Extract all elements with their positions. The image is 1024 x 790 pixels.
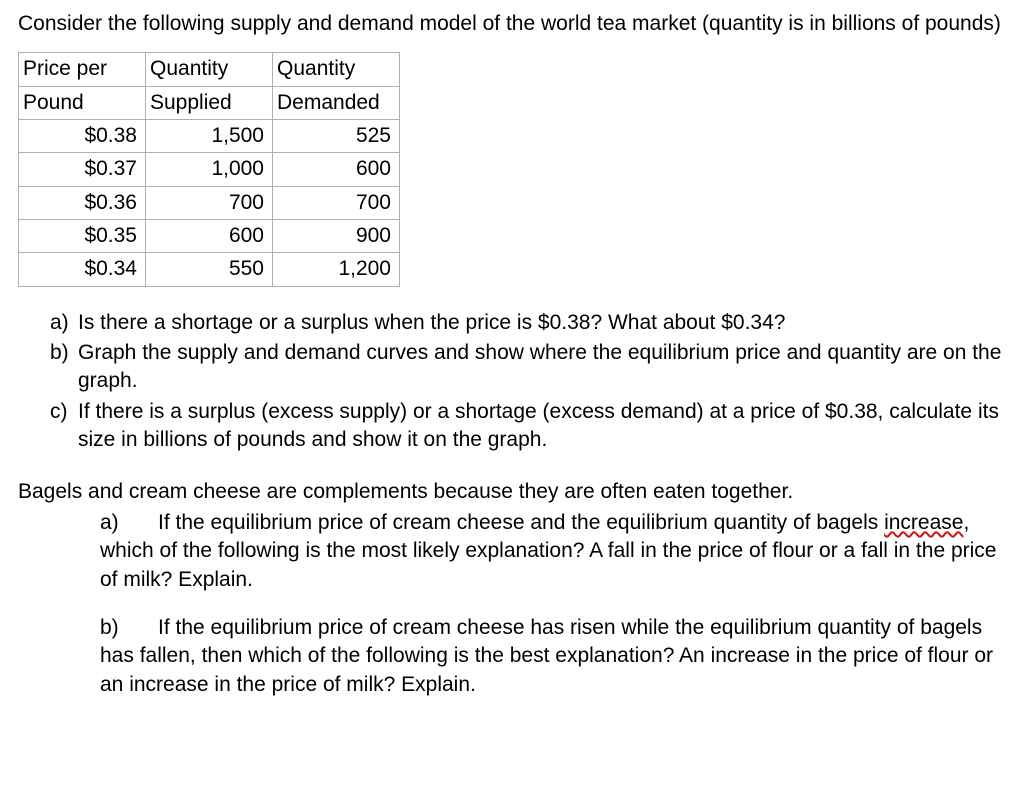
table-row: $0.34 550 1,200 — [19, 253, 400, 286]
cell-price: $0.38 — [19, 120, 146, 153]
cell-qd: 900 — [273, 220, 400, 253]
table-row: $0.37 1,000 600 — [19, 153, 400, 186]
question-1a-text: Is there a shortage or a surplus when th… — [78, 311, 785, 334]
question-1c: c)If there is a surplus (excess supply) … — [78, 398, 1006, 457]
header-price-l2: Pound — [19, 86, 146, 119]
question-1c-text: If there is a surplus (excess supply) or… — [78, 400, 999, 451]
header-qd-l2: Demanded — [273, 86, 400, 119]
cell-qd: 700 — [273, 186, 400, 219]
question-1b: b)Graph the supply and demand curves and… — [78, 339, 1006, 398]
cell-qs: 600 — [146, 220, 273, 253]
table-header-row-1: Price per Quantity Quantity — [19, 53, 400, 86]
marker-a: a) — [100, 509, 158, 537]
cell-qd: 1,200 — [273, 253, 400, 286]
question-2a-pre: If the equilibrium price of cream cheese… — [158, 511, 884, 534]
header-qs-l1: Quantity — [146, 53, 273, 86]
header-price-l1: Price per — [19, 53, 146, 86]
table-row: $0.38 1,500 525 — [19, 120, 400, 153]
question-2-intro: Bagels and cream cheese are complements … — [18, 478, 1006, 506]
question-2a: a)If the equilibrium price of cream chee… — [18, 509, 1006, 594]
cell-price: $0.34 — [19, 253, 146, 286]
question-1a: a)Is there a shortage or a surplus when … — [78, 309, 1006, 339]
question-2b-text: If the equilibrium price of cream cheese… — [100, 616, 993, 696]
header-qs-l2: Supplied — [146, 86, 273, 119]
intro-text: Consider the following supply and demand… — [18, 10, 1006, 38]
cell-qd: 600 — [273, 153, 400, 186]
supply-demand-table: Price per Quantity Quantity Pound Suppli… — [18, 52, 400, 286]
marker-b: b) — [50, 339, 78, 367]
marker-c: c) — [50, 398, 78, 426]
table-header-row-2: Pound Supplied Demanded — [19, 86, 400, 119]
cell-qs: 1,000 — [146, 153, 273, 186]
cell-qs: 1,500 — [146, 120, 273, 153]
cell-qd: 525 — [273, 120, 400, 153]
question-2a-wavy: increase — [884, 511, 963, 534]
cell-price: $0.37 — [19, 153, 146, 186]
marker-a: a) — [50, 309, 78, 337]
cell-price: $0.36 — [19, 186, 146, 219]
cell-price: $0.35 — [19, 220, 146, 253]
table-row: $0.36 700 700 — [19, 186, 400, 219]
cell-qs: 550 — [146, 253, 273, 286]
question-2b: b)If the equilibrium price of cream chee… — [18, 614, 1006, 699]
question-1b-text: Graph the supply and demand curves and s… — [78, 341, 1001, 392]
marker-b: b) — [100, 614, 158, 642]
header-qd-l1: Quantity — [273, 53, 400, 86]
cell-qs: 700 — [146, 186, 273, 219]
question-1-list: a)Is there a shortage or a surplus when … — [18, 309, 1006, 457]
table-row: $0.35 600 900 — [19, 220, 400, 253]
